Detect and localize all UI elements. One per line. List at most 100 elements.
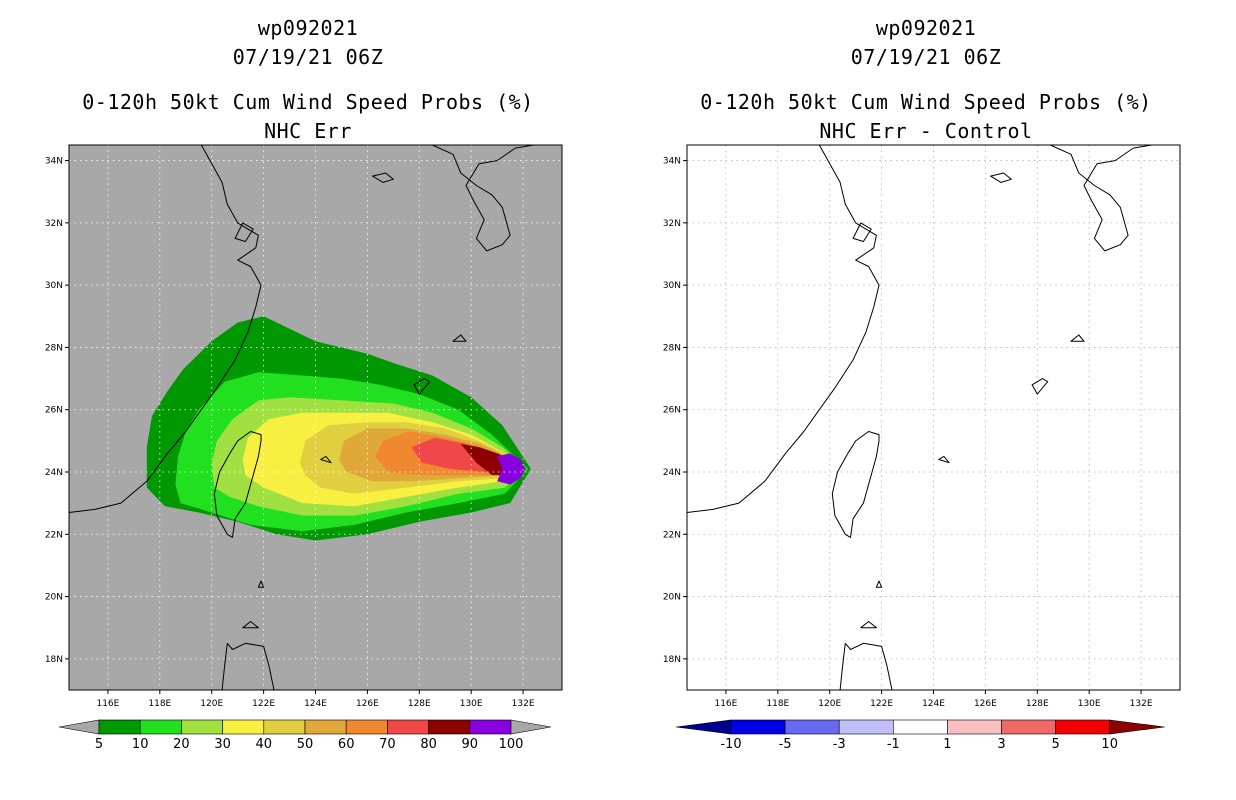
colorbar-label: -5 [779,737,792,752]
y-tick-label: 26N [45,406,63,416]
colorbar-label: 1 [943,737,951,752]
y-tick-label: 34N [663,157,681,167]
x-tick-label: 122E [870,699,893,709]
x-tick-label: 118E [148,699,171,709]
coastline-luzon [844,642,893,690]
x-tick-label: 130E [460,699,483,709]
left-colorbar: 5 10 20 30 40 50 60 70 80 90 100 [58,719,552,752]
y-tick-label: 24N [45,468,63,478]
coastline-amami [1070,334,1085,342]
left-title-line-4: NHC Err [264,119,352,143]
colorbar-swatch [428,719,471,735]
colorbar-left-arrow [58,719,100,735]
coastline-taiwan [213,431,262,538]
y-tick-label: 32N [45,219,63,229]
right-title-line-2: 07/19/21 06Z [850,45,1002,69]
left-title-line-2: 07/19/21 06Z [232,45,384,69]
right-map-panel: 116E 118E 120E 122E 124E 126E 128E 130E 132E 18N 2… [663,144,1181,709]
map-background [687,145,1180,690]
colorbar-label: 70 [379,737,396,752]
right-title-line-4: NHC Err - Control [819,119,1033,143]
coastline-batanes [257,580,265,588]
coastline-taiwan [831,431,880,538]
x-tick-label: 116E [714,699,737,709]
y-tick-label: 20N [663,593,681,603]
colorbar-label: 100 [499,737,524,752]
x-tick-label: 116E [96,699,119,709]
coastline-korea-kyushu [1050,145,1152,252]
colorbar-label: -10 [720,737,741,752]
coastline-okinawa-isle [938,455,950,464]
colorbar-label: 5 [1051,737,1059,752]
colorbar-swatch [1055,719,1110,735]
colorbar-swatch [222,719,265,735]
y-tick-label: 30N [45,281,63,291]
coastline-china-coast [687,145,880,513]
colorbar-right-arrow [510,719,552,735]
colorbar-swatch [98,719,141,735]
y-tick-label: 28N [45,343,63,353]
colorbar-label: 3 [997,737,1005,752]
colorbar-label: 30 [214,737,231,752]
y-tick-label: 22N [45,530,63,540]
map-body [687,145,1180,690]
colorbar-swatch [387,719,429,735]
right-title-line-3: 0-120h 50kt Cum Wind Speed Probs (%) [700,90,1152,114]
colorbar-label: 60 [338,737,355,752]
colorbar-label: 10 [132,737,149,752]
colorbar-label: 10 [1101,737,1118,752]
coastline-luzon-west [839,643,846,690]
colorbar-label: 50 [297,737,314,752]
y-tick-label: 22N [663,530,681,540]
colorbar-label: 5 [95,737,103,752]
colorbar-label: 20 [173,737,190,752]
coastline-luzon-west [221,643,228,690]
coastline-hainan-area [852,222,872,242]
coastline-luzon [226,642,275,690]
coastline-okinawa-isle [320,455,332,464]
left-title-line-3: 0-120h 50kt Cum Wind Speed Probs (%) [82,90,534,114]
colorbar-label: -3 [833,737,846,752]
y-tick-label: 18N [663,655,681,665]
colorbar-swatch [469,719,512,735]
colorbar-swatch [304,719,347,735]
colorbar-label: 90 [462,737,479,752]
coastline-ryukyu [1031,378,1049,395]
y-tick-label: 26N [663,406,681,416]
x-tick-label: 132E [512,699,535,709]
coastline-ryukyu [413,378,431,395]
y-tick-label: 30N [663,281,681,291]
coastline-batanes [875,580,883,588]
colorbar-left-arrow [675,719,732,735]
colorbar-swatch [345,719,388,735]
colorbar-label: 40 [256,737,273,752]
x-tick-label: 130E [1078,699,1101,709]
coastline-babuyan [860,621,877,629]
y-tick-label: 28N [663,343,681,353]
coastline-cheju [372,172,394,183]
map-body [69,145,562,690]
coastline-hainan-area [234,222,254,242]
coastline-china-coast [69,145,262,513]
x-tick-label: 132E [1130,699,1153,709]
colorbar-swatch [139,719,182,735]
left-map-panel: 116E 118E 120E 122E 124E 126E 128E 130E 132E 18N 2… [45,144,563,709]
right-title-line-1: wp092021 [875,16,977,40]
y-tick-label: 18N [45,655,63,665]
y-tick-label: 24N [663,468,681,478]
contour-90 [497,453,526,485]
coastline-korea-kyushu [432,145,534,252]
x-tick-label: 124E [922,699,945,709]
coastline-cheju [990,172,1012,183]
x-tick-label: 126E [356,699,379,709]
y-tick-label: 20N [45,593,63,603]
colorbar-swatch [263,719,306,735]
colorbar-swatch [181,719,223,735]
x-tick-label: 126E [974,699,997,709]
colorbar-swatch [838,719,894,735]
x-tick-label: 122E [252,699,275,709]
colorbar-label: 80 [420,737,437,752]
x-tick-label: 118E [766,699,789,709]
colorbar-swatch [947,719,1002,735]
